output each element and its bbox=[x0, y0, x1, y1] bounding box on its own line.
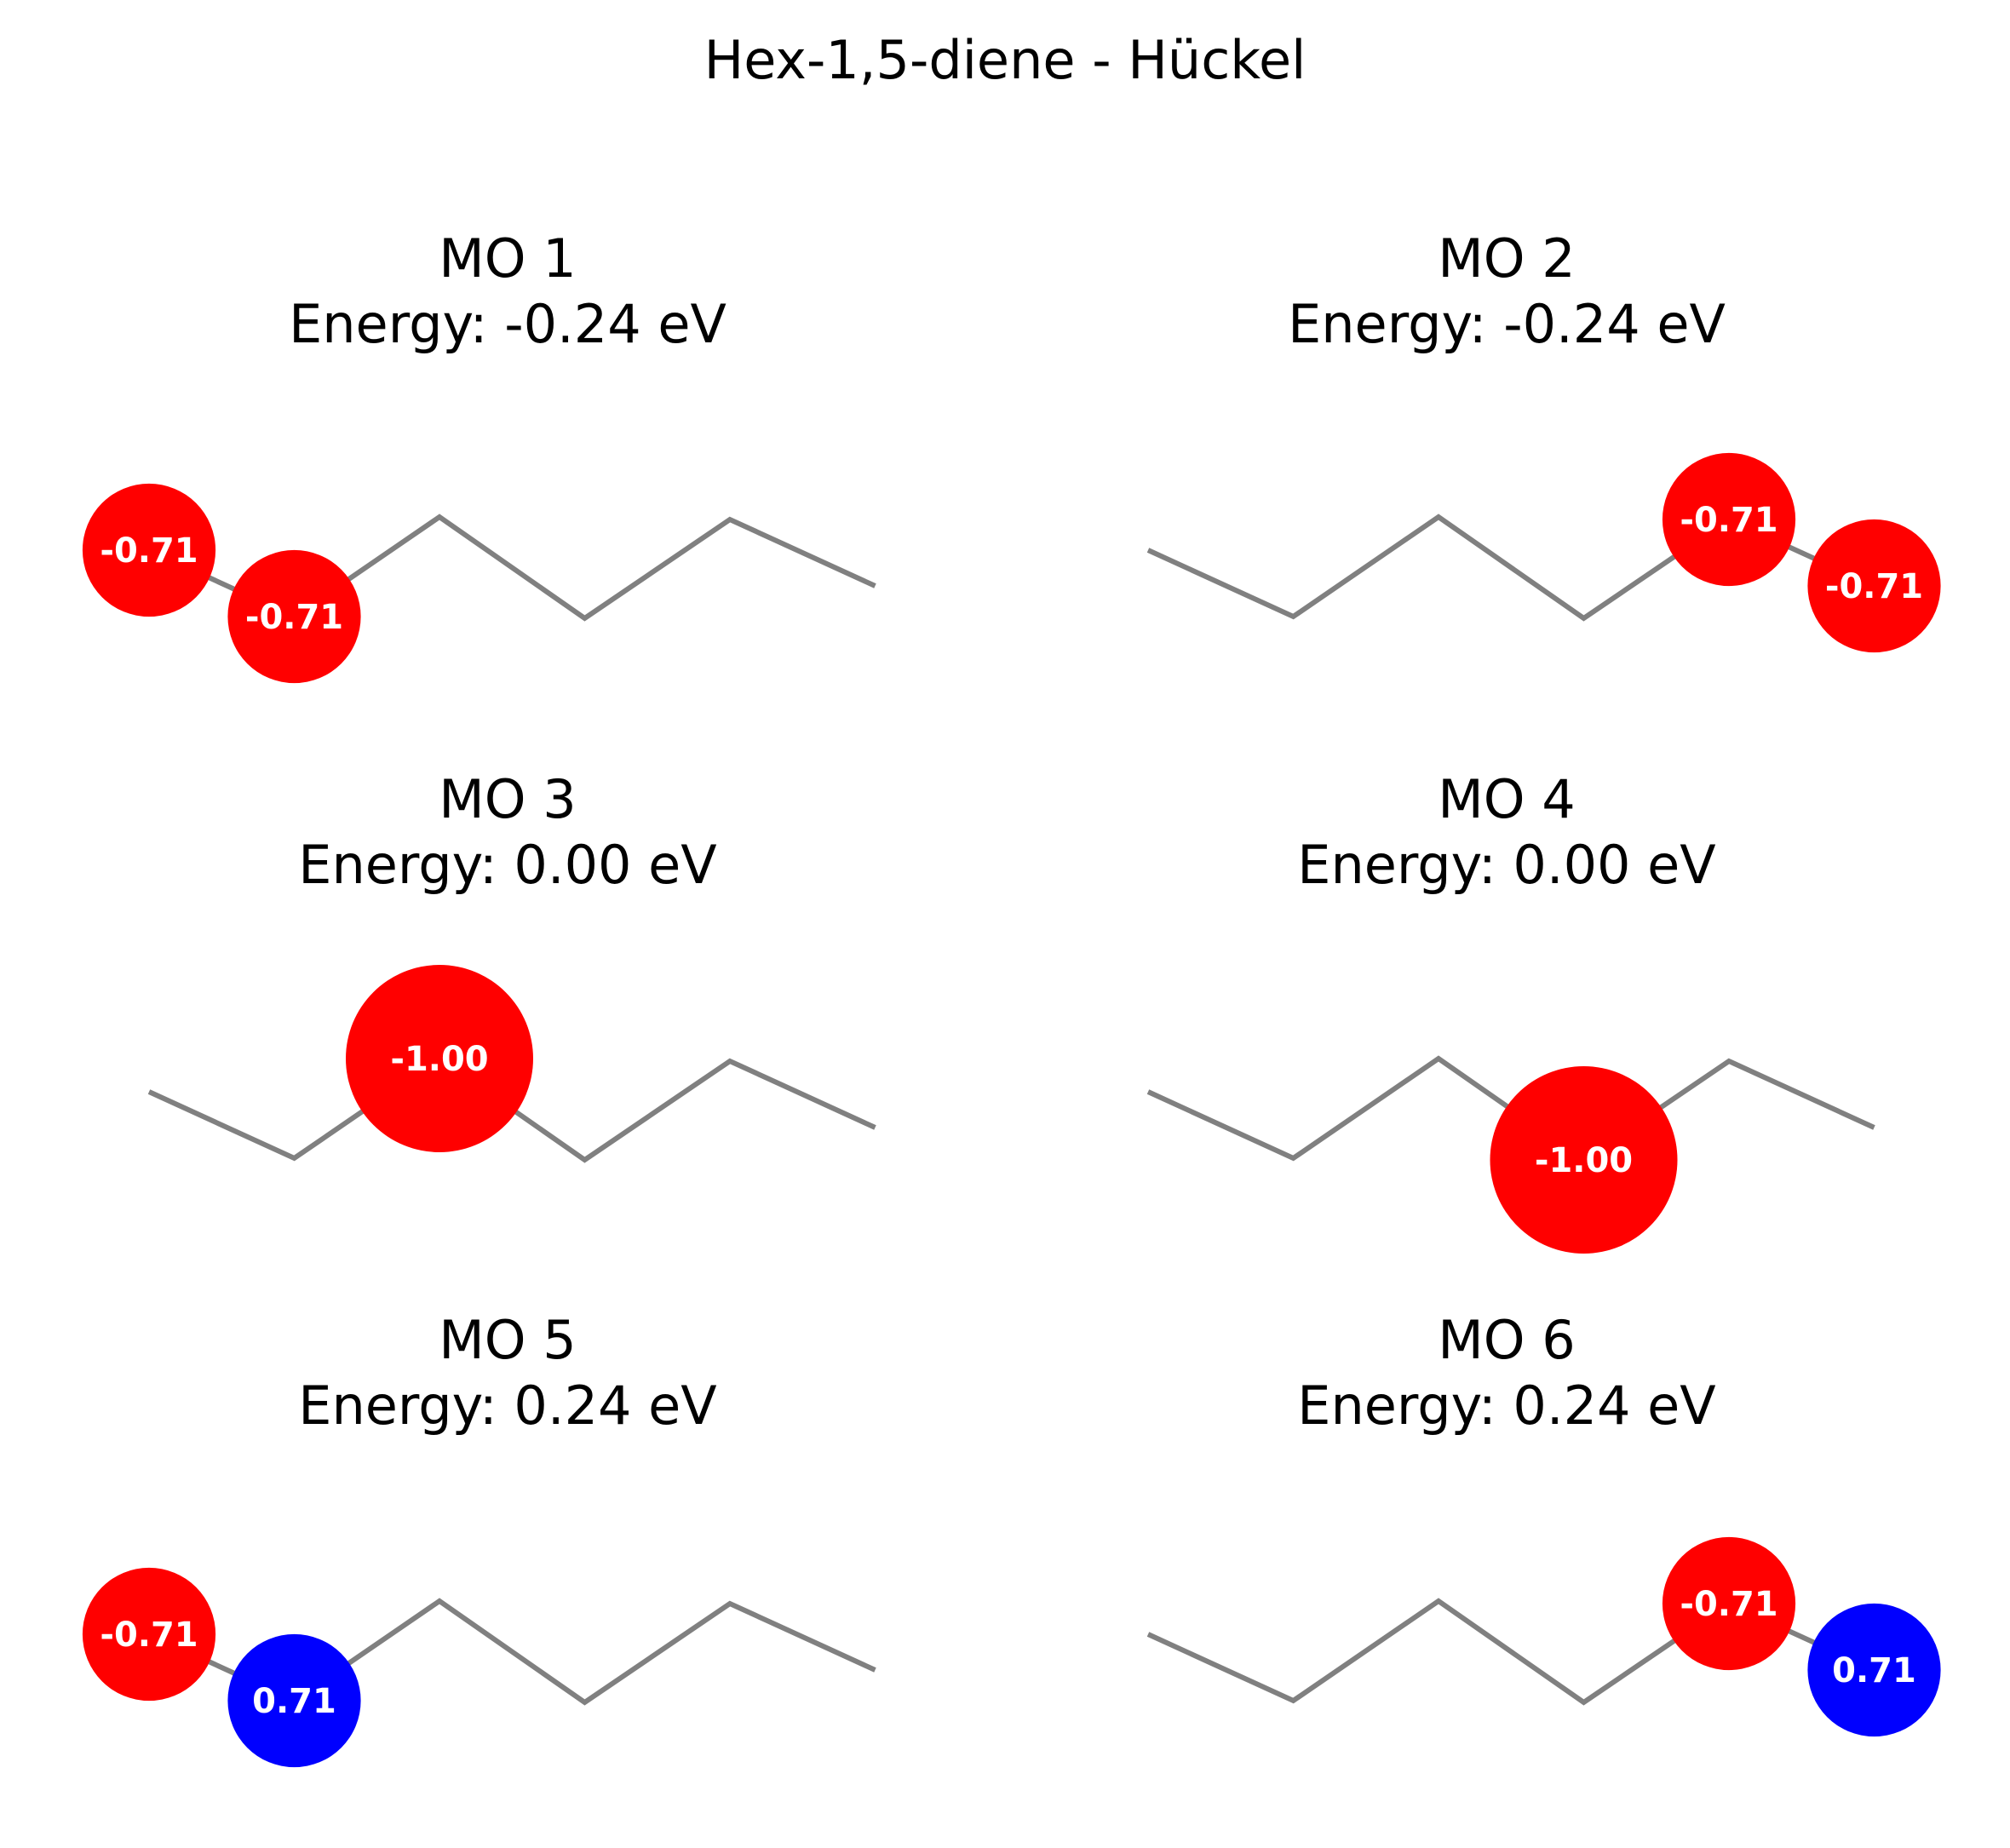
panel-title-label: MO 3 bbox=[439, 768, 576, 830]
coefficient-label: -1.00 bbox=[390, 1040, 488, 1079]
orbital-lobe-atom-5 bbox=[1662, 452, 1796, 587]
orbital-lobe-atom-6 bbox=[1807, 1603, 1941, 1737]
coefficient-label: -1.00 bbox=[1535, 1141, 1633, 1180]
orbital-lobe-atom-2 bbox=[227, 549, 361, 684]
coefficient-label: -0.71 bbox=[245, 598, 343, 637]
coefficient-label: -0.71 bbox=[1680, 501, 1777, 540]
orbital-lobe-atom-6 bbox=[1807, 519, 1941, 653]
panel-energy-label: Energy: 0.00 eV bbox=[298, 834, 716, 896]
panel-title-label: MO 2 bbox=[1438, 227, 1575, 290]
panel-energy-label: Energy: -0.24 eV bbox=[1288, 293, 1726, 355]
panel-title-label: MO 4 bbox=[1438, 768, 1575, 830]
panel-title-label: MO 5 bbox=[439, 1309, 576, 1371]
coefficient-label: 0.71 bbox=[252, 1682, 336, 1721]
orbital-lobe-atom-5 bbox=[1662, 1536, 1796, 1671]
coefficient-label: -0.71 bbox=[1825, 567, 1923, 606]
orbital-lobe-atom-1 bbox=[82, 1567, 216, 1702]
coefficient-label: -0.71 bbox=[1680, 1585, 1777, 1624]
panel-energy-label: Energy: 0.00 eV bbox=[1297, 834, 1715, 896]
coefficient-label: -0.71 bbox=[100, 531, 198, 571]
panel-title-label: MO 1 bbox=[439, 227, 576, 290]
orbital-lobe-atom-3 bbox=[346, 965, 533, 1152]
figure-title: Hex-1,5-diene - Hückel bbox=[704, 29, 1306, 91]
panel-energy-label: Energy: 0.24 eV bbox=[1297, 1375, 1715, 1437]
panel-title-label: MO 6 bbox=[1438, 1309, 1575, 1371]
panel-energy-label: Energy: 0.24 eV bbox=[298, 1375, 716, 1437]
coefficient-label: -0.71 bbox=[100, 1616, 198, 1655]
coefficient-label: 0.71 bbox=[1832, 1651, 1916, 1690]
panel-energy-label: Energy: -0.24 eV bbox=[289, 293, 726, 355]
orbital-lobe-atom-1 bbox=[82, 483, 216, 617]
orbital-lobe-atom-2 bbox=[227, 1633, 361, 1768]
orbital-lobe-atom-4 bbox=[1490, 1066, 1678, 1254]
